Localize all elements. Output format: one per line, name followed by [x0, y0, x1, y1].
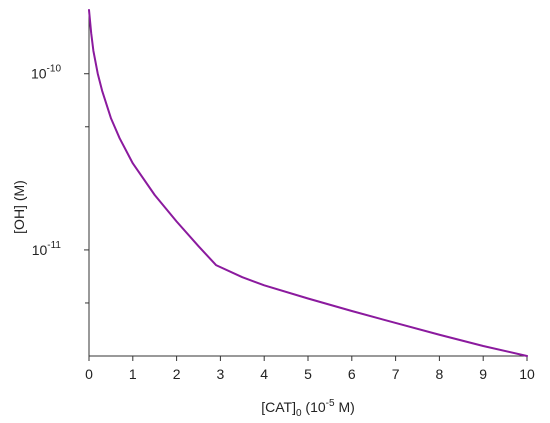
x-tick-label: 0: [85, 366, 93, 382]
x-tick-label: 9: [479, 366, 487, 382]
y-axis-label: [OH] (M): [11, 180, 27, 234]
x-tick-label: 8: [436, 366, 444, 382]
x-tick-label: 5: [304, 366, 312, 382]
x-tick-label: 7: [392, 366, 400, 382]
x-axis-label: [CAT]0 (10-5 M): [261, 398, 355, 419]
x-tick-label: 6: [348, 366, 356, 382]
ticks: 0 1 2 3 4 5 6 7 8 9 10 10-10 10-11: [31, 64, 535, 382]
x-tick-label: 3: [217, 366, 225, 382]
axes: [88, 10, 527, 357]
y-tick-label: 10-10: [31, 64, 61, 82]
x-tick-label: 1: [129, 366, 137, 382]
x-tick-label: 10: [519, 366, 535, 382]
series: [88, 9, 528, 357]
series-line: [88, 9, 528, 357]
y-tick-label: 10-11: [32, 240, 62, 258]
x-tick-label: 2: [173, 366, 181, 382]
x-tick-label: 4: [260, 366, 268, 382]
